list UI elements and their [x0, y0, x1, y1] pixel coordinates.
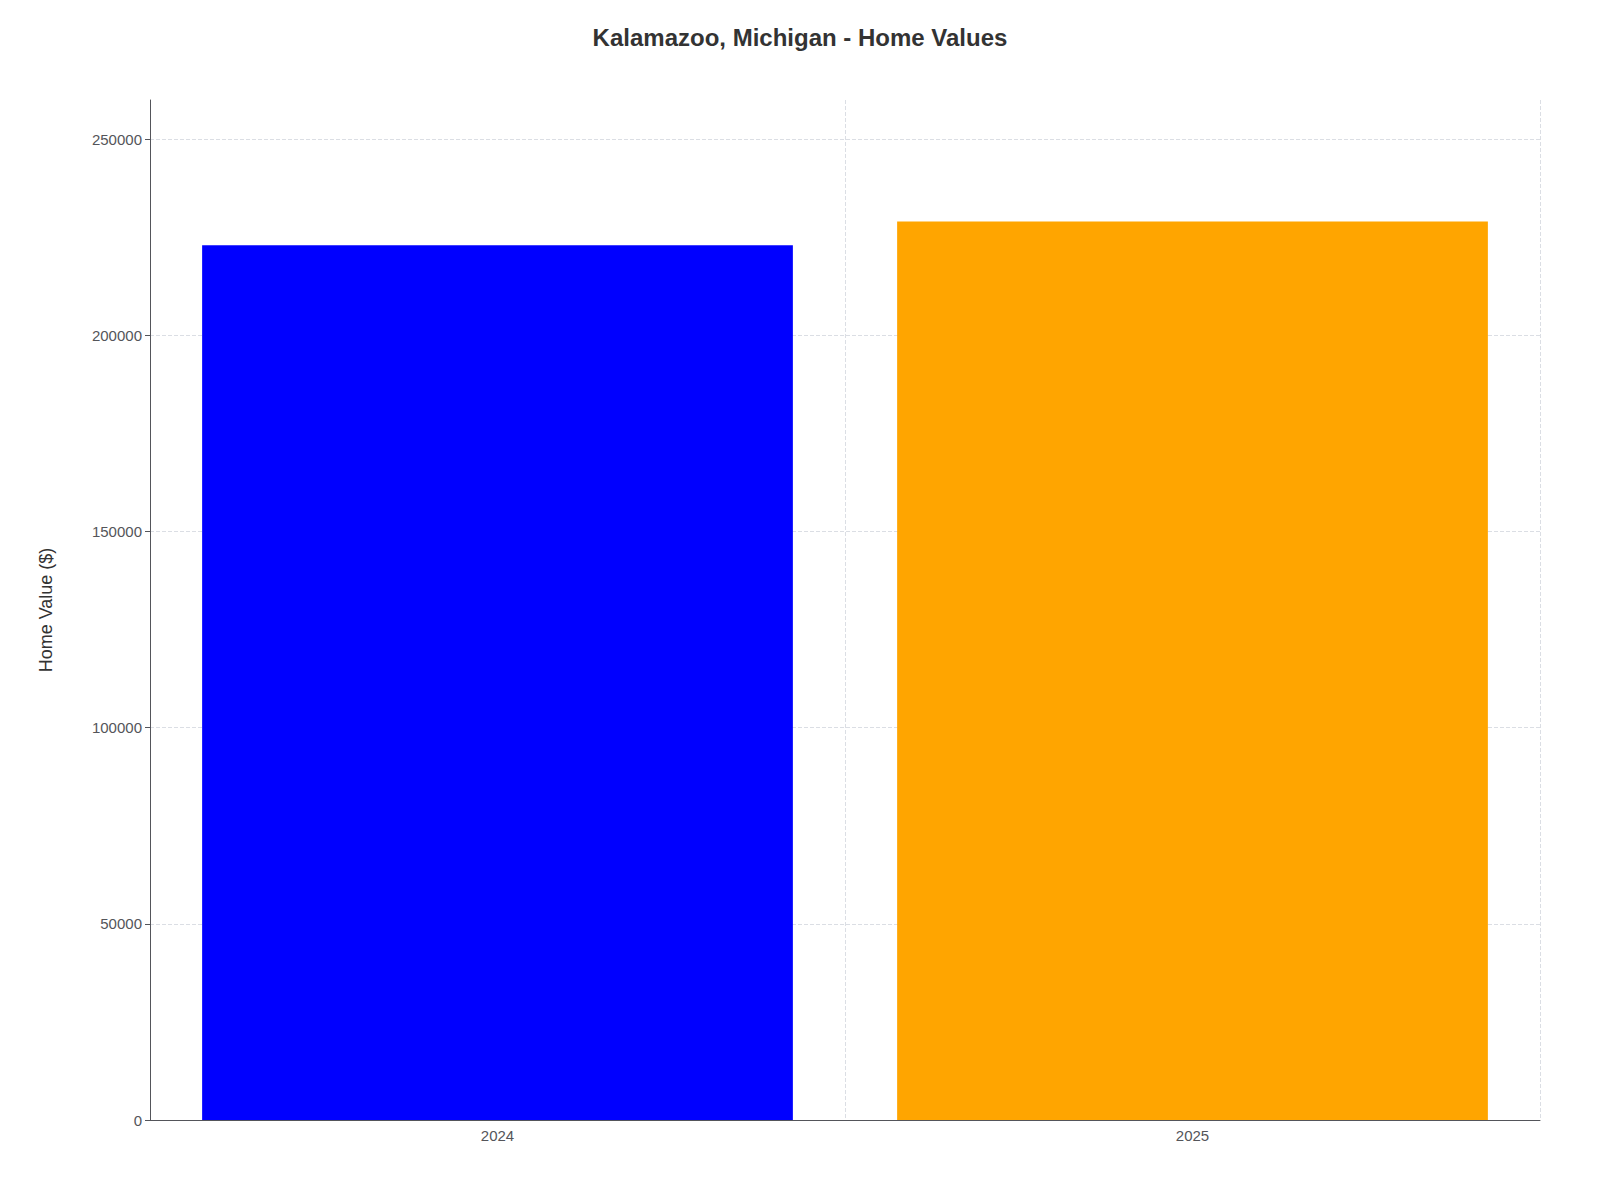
svg-text:250000: 250000 [92, 131, 142, 148]
svg-text:2024: 2024 [481, 1127, 514, 1144]
svg-text:150000: 150000 [92, 523, 142, 540]
svg-text:Home Value ($): Home Value ($) [36, 548, 56, 673]
svg-text:100000: 100000 [92, 719, 142, 736]
svg-text:200000: 200000 [92, 327, 142, 344]
svg-text:0: 0 [134, 1112, 142, 1129]
svg-text:2025: 2025 [1176, 1127, 1209, 1144]
svg-text:Kalamazoo, Michigan - Home Val: Kalamazoo, Michigan - Home Values [593, 24, 1008, 51]
svg-text:50000: 50000 [100, 915, 142, 932]
